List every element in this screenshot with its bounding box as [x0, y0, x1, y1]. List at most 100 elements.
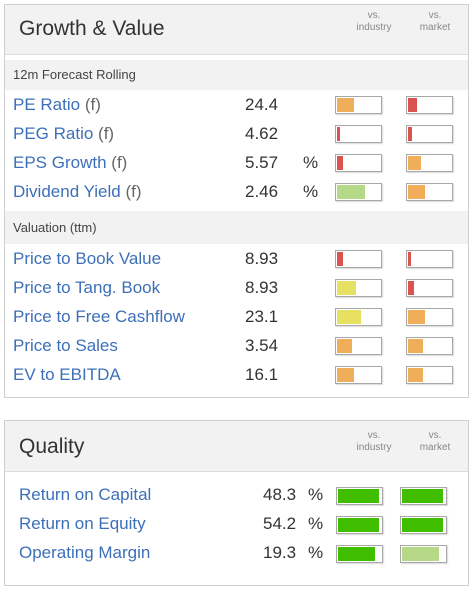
- market-rating-bar-fill: [408, 252, 411, 266]
- metric-row-return-on-capital: Return on Capital 48.3%: [5, 482, 468, 511]
- industry-rating-bar-fill: [338, 518, 379, 532]
- section-forecast: 12m Forecast Rolling: [5, 60, 468, 90]
- industry-rating-bar-fill: [337, 310, 361, 324]
- section-label: 12m Forecast Rolling: [13, 67, 136, 82]
- col-head-industry: vs. industry: [356, 430, 392, 453]
- forecast-suffix: (f): [125, 182, 142, 201]
- market-rating-bar-fill: [408, 127, 412, 141]
- metric-unit: %: [308, 485, 324, 504]
- market-rating-bar-fill: [408, 339, 423, 353]
- metric-link-price-to-sales[interactable]: Price to Sales: [13, 336, 118, 355]
- metric-row-operating-margin: Operating Margin 19.3%: [5, 540, 468, 569]
- metric-link-dividend-yield[interactable]: Dividend Yield (f): [13, 182, 142, 201]
- market-rating-bar-fill: [408, 281, 414, 295]
- metric-link-price-to-free-cashflow[interactable]: Price to Free Cashflow: [13, 307, 185, 326]
- industry-rating-bar: [335, 337, 382, 355]
- col-head-market: vs. market: [419, 430, 451, 453]
- market-rating-bar-fill: [408, 156, 421, 170]
- industry-rating-bar-fill: [337, 281, 356, 295]
- metric-unit: %: [308, 543, 324, 562]
- industry-rating-bar-fill: [337, 368, 354, 382]
- forecast-suffix: (f): [98, 124, 115, 143]
- metric-link-price-to-tang-book[interactable]: Price to Tang. Book: [13, 278, 161, 297]
- metric-link-return-on-equity[interactable]: Return on Equity: [19, 514, 146, 533]
- metric-value: 5.57: [245, 153, 279, 172]
- quality-panel: Quality vs. industry vs. market Return o…: [4, 420, 469, 586]
- metric-value: 2.46: [245, 182, 279, 201]
- industry-rating-bar: [336, 487, 383, 505]
- industry-rating-bar-fill: [337, 98, 354, 112]
- metric-link-eps-growth[interactable]: EPS Growth (f): [13, 153, 128, 172]
- industry-rating-bar-fill: [337, 339, 352, 353]
- panel-title: Growth & Value: [19, 17, 165, 40]
- metric-unit: %: [303, 153, 319, 172]
- metric-value: 4.62: [245, 124, 279, 143]
- forecast-suffix: (f): [111, 153, 128, 172]
- industry-rating-bar: [335, 250, 382, 268]
- metric-value: 8.93: [245, 278, 279, 297]
- metric-value: 23.1: [245, 307, 279, 326]
- metric-row-price-to-free-cashflow: Price to Free Cashflow 23.1: [5, 304, 468, 333]
- panel-title: Quality: [19, 435, 85, 458]
- industry-rating-bar-fill: [337, 156, 343, 170]
- col-head-market: vs. market: [419, 10, 451, 33]
- industry-rating-bar-fill: [338, 547, 375, 561]
- market-rating-bar-fill: [402, 547, 439, 561]
- industry-rating-bar: [335, 125, 382, 143]
- market-rating-bar: [406, 125, 453, 143]
- market-rating-bar: [406, 308, 453, 326]
- industry-rating-bar-fill: [337, 127, 340, 141]
- market-rating-bar-fill: [402, 489, 443, 503]
- industry-rating-bar-fill: [337, 252, 343, 266]
- industry-rating-bar: [335, 366, 382, 384]
- metric-unit: %: [303, 182, 319, 201]
- metric-row-dividend-yield: Dividend Yield (f) 2.46%: [5, 179, 468, 208]
- metric-link-price-to-book-value[interactable]: Price to Book Value: [13, 249, 162, 268]
- industry-rating-bar: [335, 183, 382, 201]
- metric-link-operating-margin[interactable]: Operating Margin: [19, 543, 151, 562]
- market-rating-bar: [406, 337, 453, 355]
- growth-value-header: Growth & Value vs. industry vs. market: [5, 5, 468, 55]
- industry-rating-bar: [335, 96, 382, 114]
- metric-link-pe-ratio[interactable]: PE Ratio (f): [13, 95, 101, 114]
- industry-rating-bar: [336, 516, 383, 534]
- industry-rating-bar-fill: [338, 489, 379, 503]
- col-head-industry: vs. industry: [356, 10, 392, 33]
- metric-value: 24.4: [245, 95, 279, 114]
- metric-row-price-to-sales: Price to Sales 3.54: [5, 333, 468, 362]
- metric-row-price-to-tang-book: Price to Tang. Book 8.93: [5, 275, 468, 304]
- metric-unit: %: [308, 514, 324, 533]
- industry-rating-bar: [335, 154, 382, 172]
- market-rating-bar-fill: [408, 98, 417, 112]
- metric-row-price-to-book-value: Price to Book Value 8.93: [5, 246, 468, 275]
- metric-row-peg-ratio: PEG Ratio (f) 4.62: [5, 121, 468, 150]
- growth-value-panel: Growth & Value vs. industry vs. market 1…: [4, 4, 469, 398]
- market-rating-bar: [406, 183, 453, 201]
- metric-row-ev-to-ebitda: EV to EBITDA 16.1: [5, 362, 468, 391]
- market-rating-bar: [406, 279, 453, 297]
- market-rating-bar: [406, 96, 453, 114]
- market-rating-bar-fill: [408, 310, 425, 324]
- metric-link-return-on-capital[interactable]: Return on Capital: [19, 485, 152, 504]
- metric-value: 19.3: [263, 543, 297, 562]
- metric-value: 3.54: [245, 336, 279, 355]
- metric-link-ev-to-ebitda[interactable]: EV to EBITDA: [13, 365, 121, 384]
- metric-link-peg-ratio[interactable]: PEG Ratio (f): [13, 124, 115, 143]
- market-rating-bar: [406, 154, 453, 172]
- section-label: Valuation (ttm): [13, 220, 97, 235]
- metric-row-return-on-equity: Return on Equity 54.2%: [5, 511, 468, 540]
- forecast-suffix: (f): [84, 95, 101, 114]
- market-rating-bar: [400, 545, 447, 563]
- metric-value: 16.1: [245, 365, 279, 384]
- metric-value: 8.93: [245, 249, 279, 268]
- industry-rating-bar-fill: [337, 185, 365, 199]
- industry-rating-bar: [336, 545, 383, 563]
- market-rating-bar: [400, 516, 447, 534]
- industry-rating-bar: [335, 308, 382, 326]
- metric-row-eps-growth: EPS Growth (f) 5.57%: [5, 150, 468, 179]
- market-rating-bar: [406, 250, 453, 268]
- market-rating-bar-fill: [408, 185, 425, 199]
- metric-value: 48.3: [263, 485, 297, 504]
- metric-value: 54.2: [263, 514, 297, 533]
- market-rating-bar-fill: [402, 518, 443, 532]
